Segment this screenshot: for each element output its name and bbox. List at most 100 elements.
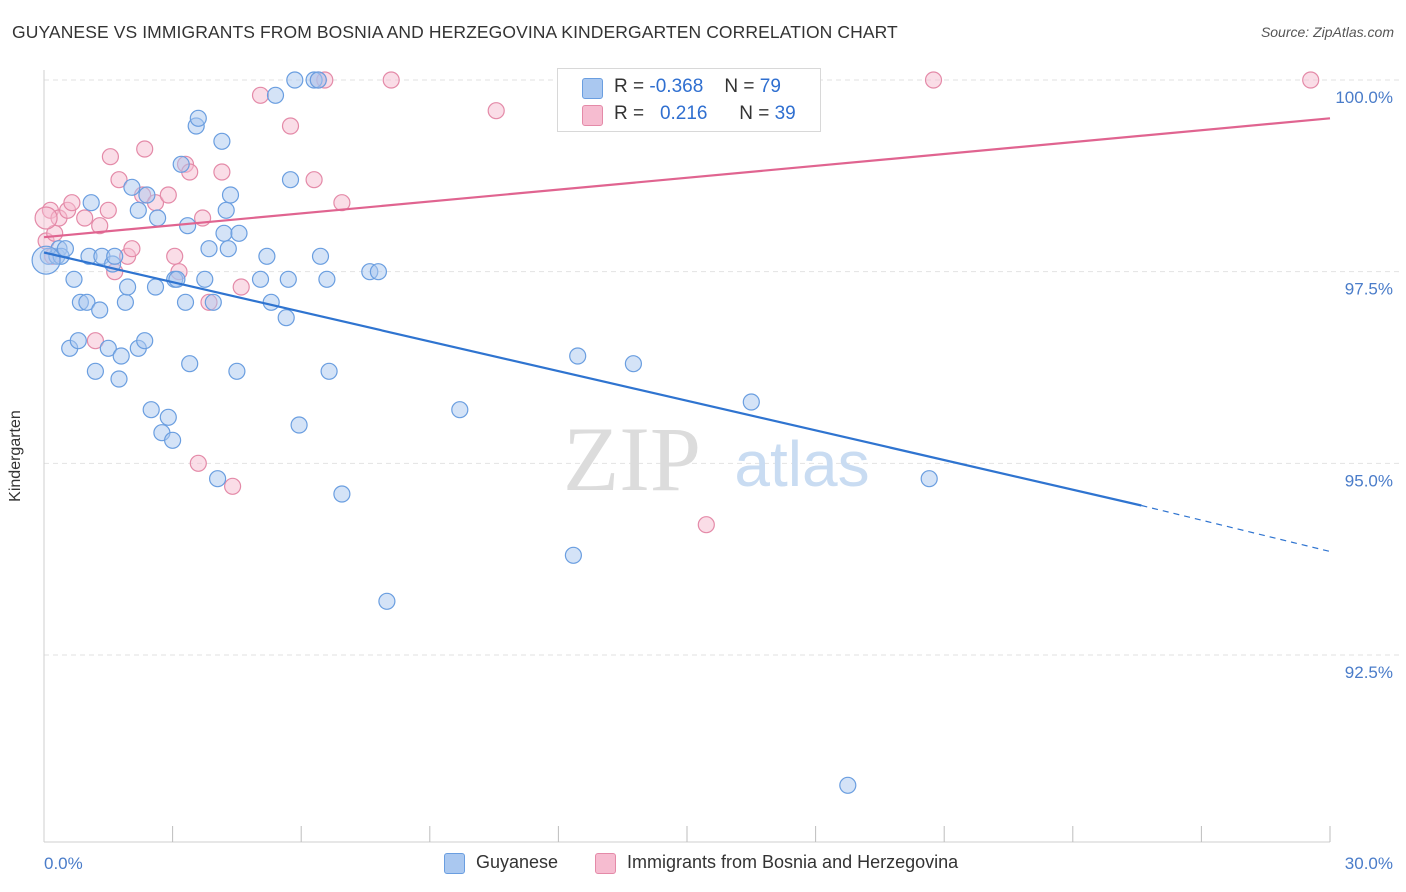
bosnia-point[interactable] (91, 217, 109, 235)
guyanese-point[interactable] (123, 178, 141, 196)
bosnia-point[interactable] (63, 194, 81, 212)
bosnia-point[interactable] (382, 71, 400, 89)
guyanese-point[interactable] (839, 776, 857, 794)
trend-lines (43, 117, 1331, 553)
legend-r-value: 0.216 (659, 103, 708, 124)
guyanese-point[interactable] (217, 201, 235, 219)
guyanese-point[interactable] (286, 71, 304, 89)
y-tick-label: 97.5% (1345, 280, 1393, 299)
guyanese-point[interactable] (159, 408, 177, 426)
chart-title: GUYANESE VS IMMIGRANTS FROM BOSNIA AND H… (12, 22, 898, 42)
guyanese-point-cluster[interactable] (31, 245, 61, 275)
guyanese-point[interactable] (176, 293, 195, 311)
legend-r-label: R = (614, 103, 645, 124)
bosnia-point[interactable] (76, 209, 94, 227)
guyanese-point[interactable] (369, 263, 387, 281)
guyanese-point[interactable] (311, 247, 330, 265)
guyanese-point[interactable] (200, 240, 218, 258)
guyanese-point[interactable] (204, 293, 222, 311)
bosnia-point[interactable] (123, 240, 141, 258)
guyanese-point[interactable] (279, 270, 297, 288)
guyanese-point[interactable] (116, 293, 135, 311)
bosnia-point[interactable] (487, 102, 505, 120)
guyanese-point[interactable] (196, 270, 214, 288)
bosnia-point[interactable] (1302, 71, 1320, 89)
guyanese-point[interactable] (451, 401, 469, 419)
guyanese-point[interactable] (181, 355, 199, 373)
source-label[interactable]: Source: ZipAtlas.com (1260, 24, 1394, 40)
guyanese-point[interactable] (742, 393, 760, 411)
bottom-legend-swatch-blue (444, 853, 465, 874)
guyanese-point[interactable] (277, 309, 295, 327)
guyanese-point[interactable] (228, 362, 246, 380)
guyanese-point[interactable] (106, 247, 124, 265)
legend-text-guyanese: R = -0.368 N = 79 (614, 76, 781, 98)
bosnia-point[interactable] (213, 163, 231, 181)
x-tick-label-max: 30.0% (1345, 854, 1393, 873)
guyanese-point[interactable] (221, 186, 240, 204)
bosnia-point[interactable] (101, 148, 120, 166)
bosnia-point[interactable] (281, 117, 300, 135)
watermark-zip: ZIP (563, 408, 701, 510)
guyanese-point[interactable] (142, 401, 160, 419)
guyanese-point[interactable] (318, 270, 336, 288)
bosnia-trend-line (43, 117, 1331, 239)
guyanese-point[interactable] (215, 224, 233, 242)
guyanese-point[interactable] (69, 332, 87, 350)
guyanese-point[interactable] (209, 470, 227, 488)
bosnia-point[interactable] (232, 278, 250, 296)
bottom-legend-swatch-pink (595, 853, 616, 874)
guyanese-point[interactable] (290, 416, 308, 434)
guyanese-point[interactable] (320, 362, 338, 380)
guyanese-point[interactable] (258, 247, 276, 265)
bosnia-point[interactable] (166, 247, 184, 265)
guyanese-point[interactable] (99, 339, 117, 357)
guyanese-point[interactable] (56, 240, 75, 258)
guyanese-point[interactable] (262, 293, 280, 311)
bosnia-point[interactable] (251, 86, 270, 104)
guyanese-point[interactable] (219, 240, 237, 258)
guyanese-point[interactable] (230, 224, 248, 242)
guyanese-point[interactable] (129, 201, 147, 219)
bosnia-point[interactable] (99, 201, 117, 219)
guyanese-point[interactable] (213, 132, 231, 150)
guyanese-point[interactable] (172, 155, 190, 173)
bosnia-point[interactable] (189, 454, 207, 472)
guyanese-point[interactable] (251, 270, 270, 288)
guyanese-point[interactable] (266, 86, 285, 104)
bosnia-point[interactable] (924, 71, 943, 89)
bosnia-point[interactable] (136, 140, 154, 158)
bosnia-point[interactable] (110, 171, 128, 189)
guyanese-point[interactable] (569, 347, 587, 365)
guyanese-point[interactable] (164, 431, 182, 449)
bosnia-point[interactable] (86, 332, 105, 350)
guyanese-point[interactable] (82, 194, 100, 212)
guyanese-point[interactable] (91, 301, 109, 319)
guyanese-point[interactable] (112, 347, 130, 365)
guyanese-point[interactable] (138, 186, 156, 204)
guyanese-point[interactable] (378, 592, 396, 610)
guyanese-point[interactable] (564, 546, 583, 564)
watermark-atlas: atlas (734, 428, 869, 500)
guyanese-point[interactable] (149, 209, 167, 227)
bosnia-point[interactable] (697, 516, 715, 534)
guyanese-point[interactable] (309, 71, 327, 89)
guyanese-point[interactable] (136, 332, 154, 350)
bosnia-point[interactable] (305, 171, 323, 189)
guyanese-point[interactable] (86, 362, 105, 380)
guyanese-point[interactable] (110, 370, 128, 388)
legend-text-bosnia: R = 0.216 N = 39 (614, 103, 796, 125)
guyanese-point[interactable] (333, 485, 351, 503)
guyanese-point[interactable] (189, 109, 207, 127)
guyanese-point[interactable] (78, 293, 96, 311)
guyanese-point[interactable] (146, 278, 165, 296)
guyanese-point[interactable] (281, 171, 300, 189)
guyanese-point[interactable] (920, 470, 938, 488)
bosnia-point[interactable] (224, 477, 242, 495)
guyanese-point[interactable] (65, 270, 83, 288)
bosnia-point[interactable] (159, 186, 177, 204)
bosnia-point-cluster[interactable] (34, 206, 58, 230)
guyanese-point[interactable] (179, 217, 197, 235)
guyanese-point[interactable] (118, 278, 137, 296)
guyanese-point[interactable] (624, 355, 643, 373)
